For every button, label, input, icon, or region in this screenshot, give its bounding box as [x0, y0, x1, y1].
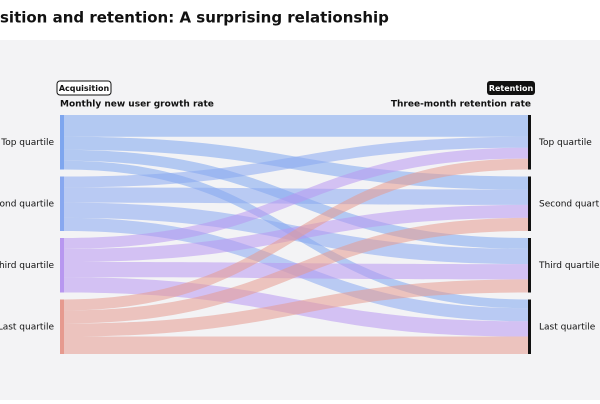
flow	[64, 158, 528, 311]
target-label: Third quartile	[538, 261, 600, 271]
flow	[64, 336, 528, 354]
tag-box	[487, 81, 535, 95]
target-node	[528, 299, 531, 354]
flow	[64, 136, 528, 188]
target-node	[528, 238, 531, 293]
target-label: Second quart	[539, 199, 600, 209]
target-label: Top quartile	[538, 138, 592, 148]
source-label: ond quartile	[0, 199, 54, 209]
flow	[64, 147, 528, 249]
target-node	[528, 115, 531, 170]
flow	[64, 217, 528, 324]
left-tag: Acquisition	[59, 84, 110, 93]
flow	[64, 115, 528, 137]
source-node	[60, 115, 64, 170]
tag-box	[56, 80, 112, 96]
source-node	[60, 176, 64, 231]
target-node	[528, 176, 531, 231]
source-label: Third quartile	[0, 261, 54, 271]
flow	[64, 279, 528, 337]
right-axis-label: Three-month retention rate	[391, 100, 531, 110]
source-node	[60, 238, 64, 293]
chart-title: sition and retention: A surprising relat…	[0, 9, 389, 27]
source-node	[60, 299, 64, 354]
right-tag: Retention	[489, 84, 534, 93]
left-axis-label: Monthly new user growth rate	[60, 100, 214, 110]
source-label: Top quartile	[0, 138, 54, 148]
source-label: Last quartile	[0, 322, 54, 332]
target-label: Last quartile	[539, 322, 596, 332]
